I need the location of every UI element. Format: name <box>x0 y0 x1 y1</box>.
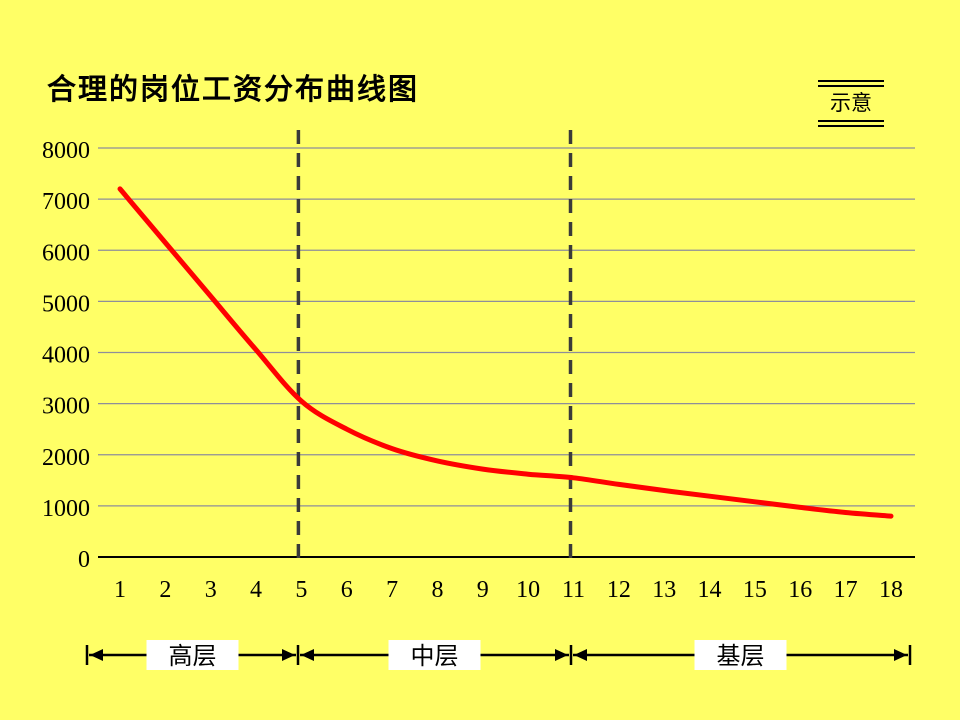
y-tick-label: 4000 <box>42 343 90 369</box>
y-tick-label: 0 <box>78 547 90 573</box>
x-tick-label: 16 <box>788 577 812 603</box>
band-label-box <box>146 640 239 670</box>
y-tick-label: 2000 <box>42 445 90 471</box>
x-tick-label: 11 <box>562 577 585 603</box>
x-tick-label: 14 <box>698 577 722 603</box>
y-tick-label: 6000 <box>42 240 90 266</box>
y-tick-label: 5000 <box>42 291 90 317</box>
y-tick-label: 8000 <box>42 138 90 164</box>
band-arrowhead-right <box>555 649 568 661</box>
x-tick-label: 17 <box>834 577 858 603</box>
x-tick-label: 13 <box>652 577 676 603</box>
slide-title: 合理的岗位工资分布曲线图 <box>47 74 420 106</box>
x-tick-label: 7 <box>386 577 398 603</box>
band-label-box <box>388 640 481 670</box>
x-tick-label: 10 <box>516 577 540 603</box>
x-tick-label: 8 <box>431 577 443 603</box>
x-tick-label: 15 <box>743 577 767 603</box>
x-tick-label: 2 <box>159 577 171 603</box>
x-tick-label: 6 <box>341 577 353 603</box>
band-label: 基层 <box>717 643 765 670</box>
band-arrowhead-left <box>574 649 587 661</box>
x-tick-label: 4 <box>250 577 262 603</box>
schematic-stamp: 示意 <box>818 80 884 127</box>
x-tick-label: 5 <box>295 577 307 603</box>
band-label: 中层 <box>411 643 459 670</box>
band-arrowhead-left <box>301 649 314 661</box>
x-tick-label: 3 <box>205 577 217 603</box>
x-tick-label: 1 <box>114 577 126 603</box>
salary-curve <box>117 186 894 519</box>
band-arrowhead-right <box>894 649 907 661</box>
schematic-label: 示意 <box>830 91 872 115</box>
band-arrowhead-left <box>90 649 103 661</box>
y-tick-label: 3000 <box>42 394 90 420</box>
level-bands: 高层 中层 基层 <box>85 640 912 670</box>
x-tick-label: 18 <box>879 577 903 603</box>
y-tick-label: 1000 <box>42 496 90 522</box>
x-tick-label: 12 <box>607 577 631 603</box>
y-tick-label: 7000 <box>42 189 90 215</box>
band-label: 高层 <box>169 643 217 670</box>
band-label-box <box>694 640 787 670</box>
band-arrowhead-right <box>282 649 295 661</box>
x-tick-label: 9 <box>477 577 489 603</box>
